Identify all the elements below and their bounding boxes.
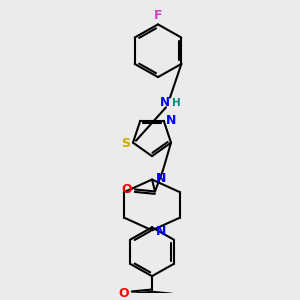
- Text: N: N: [160, 96, 170, 109]
- Text: O: O: [119, 287, 129, 300]
- Text: O: O: [122, 183, 132, 196]
- Text: S: S: [122, 137, 130, 150]
- Text: N: N: [156, 225, 166, 238]
- Text: N: N: [166, 114, 176, 127]
- Text: H: H: [172, 98, 180, 108]
- Text: N: N: [156, 172, 166, 185]
- Text: F: F: [154, 9, 162, 22]
